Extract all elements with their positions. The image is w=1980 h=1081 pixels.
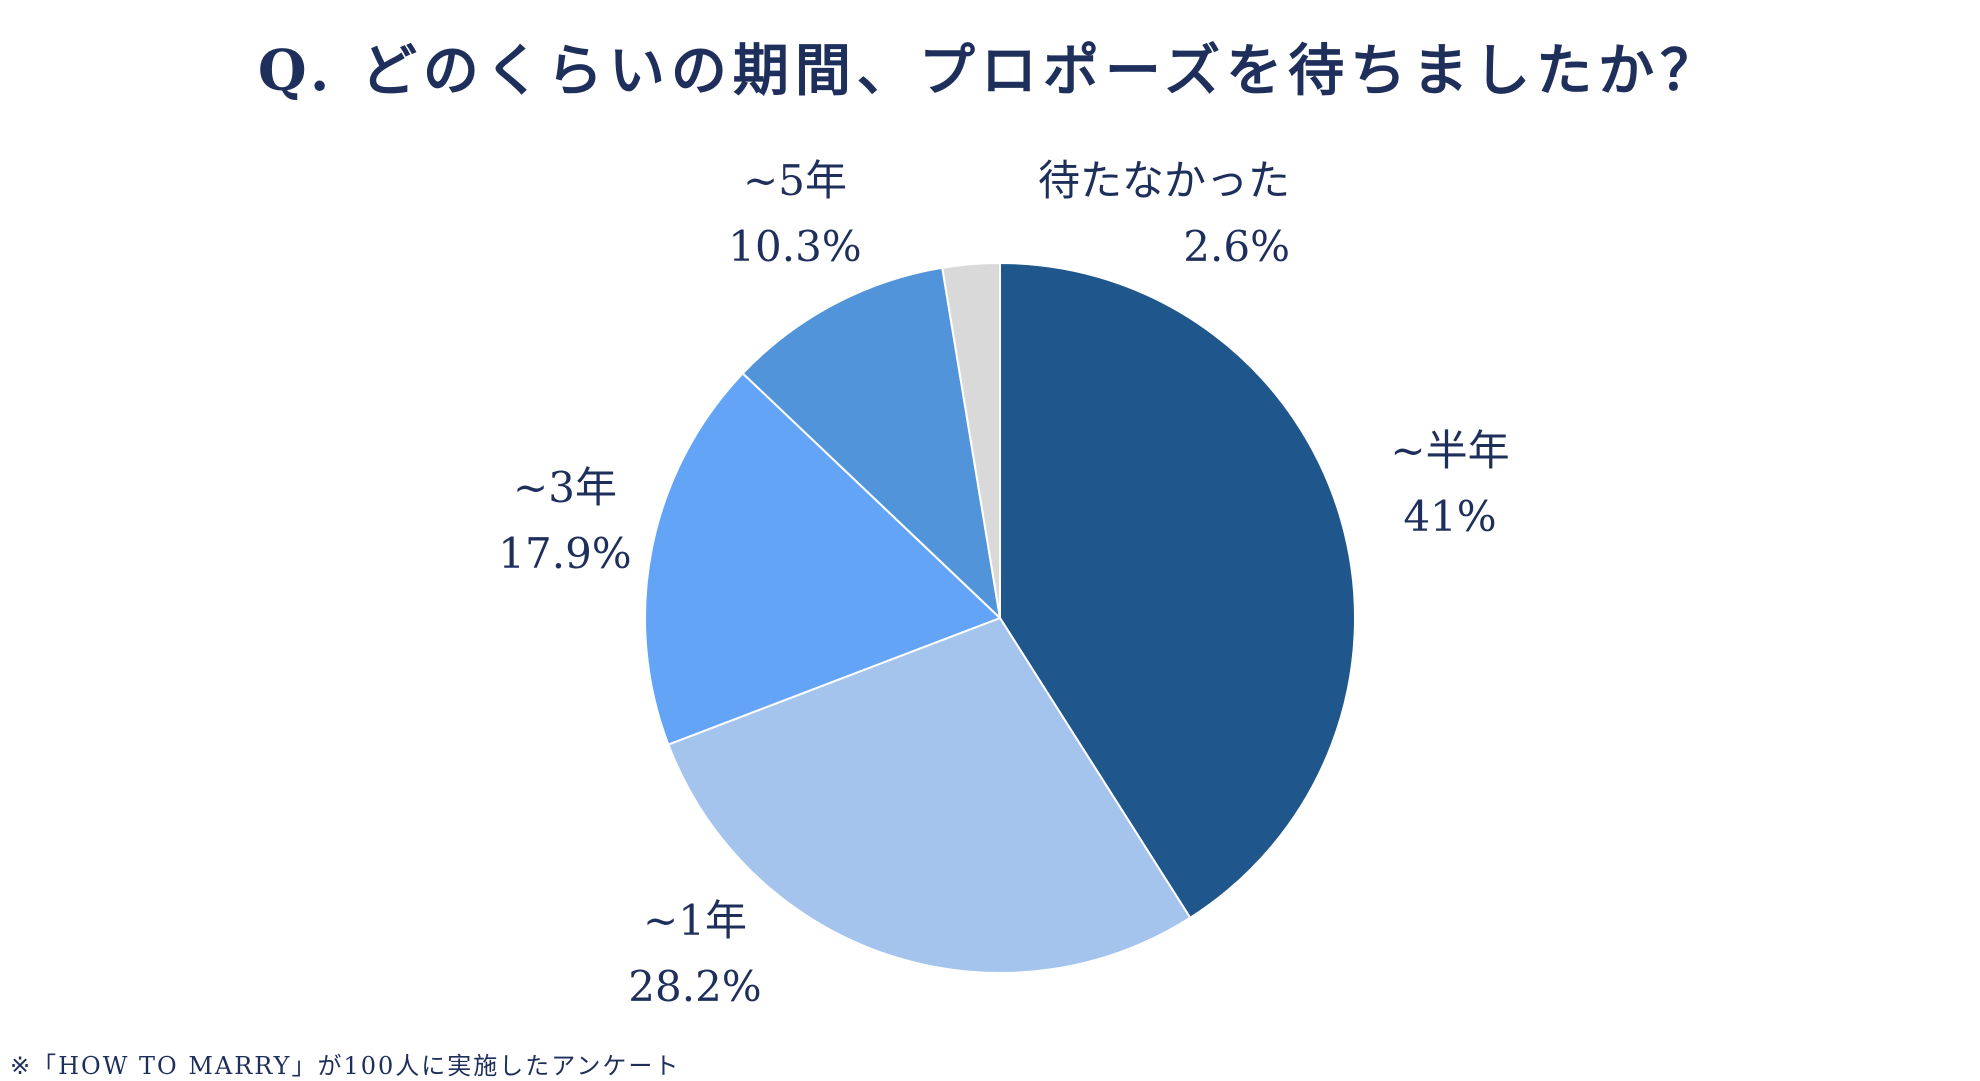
slice-label-half-year: ~半年 41% [1375, 418, 1525, 550]
slice-label-three-years: ~3年 17.9% [480, 455, 650, 587]
slice-half-year [999, 262, 1357, 919]
slice-label-did-not-wait: 待たなかった 2.6% [970, 148, 1290, 280]
slice-value-text: 17.9% [498, 529, 632, 578]
slice-value-text: 28.2% [628, 962, 762, 1011]
slice-did-not-wait [941, 262, 1001, 619]
slice-value-text: 41% [1403, 492, 1497, 541]
slice-label-five-years: ~5年 10.3% [710, 148, 880, 280]
slice-one-year [667, 617, 1192, 975]
slice-three-years [644, 372, 1001, 746]
chart-title: Q. どのくらいの期間、プロポーズを待ちましたか？ [257, 38, 1723, 104]
slice-value-text: 2.6% [1183, 222, 1290, 271]
slice-label-text: ~1年 [643, 896, 747, 945]
footnote: ※「HOW TO MARRY」が100人に実施したアンケート [10, 1052, 681, 1080]
slice-label-one-year: ~1年 28.2% [600, 888, 790, 1020]
pie-slices [644, 262, 1357, 975]
slice-value-text: 10.3% [728, 222, 862, 271]
slice-five-years [741, 266, 1001, 619]
slice-label-text: ~5年 [743, 156, 847, 205]
slice-label-text: ~3年 [513, 463, 617, 512]
slice-label-text: ~半年 [1390, 426, 1510, 475]
slice-label-text: 待たなかった [1037, 156, 1290, 205]
